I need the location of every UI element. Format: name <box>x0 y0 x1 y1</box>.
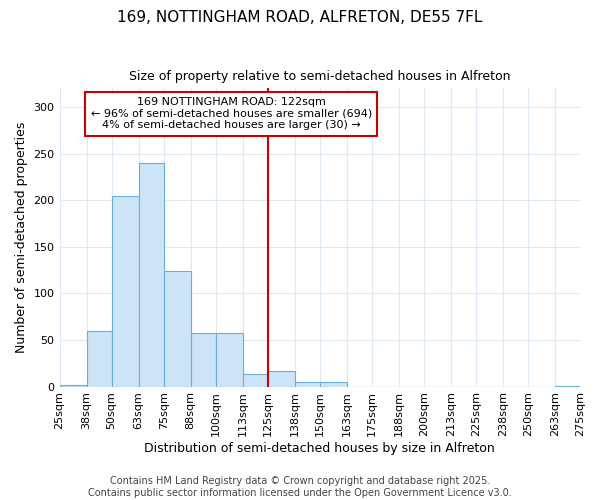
Bar <box>191 334 215 386</box>
X-axis label: Distribution of semi-detached houses by size in Alfreton: Distribution of semi-detached houses by … <box>145 442 495 455</box>
Bar <box>215 334 243 386</box>
Bar <box>59 384 86 386</box>
Text: Contains HM Land Registry data © Crown copyright and database right 2025.
Contai: Contains HM Land Registry data © Crown c… <box>88 476 512 498</box>
Bar <box>243 374 268 386</box>
Bar <box>112 196 139 386</box>
Bar <box>320 382 347 386</box>
Bar <box>164 271 191 386</box>
Bar <box>86 330 112 386</box>
Bar <box>295 382 320 386</box>
Text: 169 NOTTINGHAM ROAD: 122sqm
← 96% of semi-detached houses are smaller (694)
4% o: 169 NOTTINGHAM ROAD: 122sqm ← 96% of sem… <box>91 98 372 130</box>
Bar <box>268 370 295 386</box>
Text: 169, NOTTINGHAM ROAD, ALFRETON, DE55 7FL: 169, NOTTINGHAM ROAD, ALFRETON, DE55 7FL <box>118 10 482 25</box>
Y-axis label: Number of semi-detached properties: Number of semi-detached properties <box>15 122 28 353</box>
Title: Size of property relative to semi-detached houses in Alfreton: Size of property relative to semi-detach… <box>129 70 511 83</box>
Bar <box>139 163 164 386</box>
